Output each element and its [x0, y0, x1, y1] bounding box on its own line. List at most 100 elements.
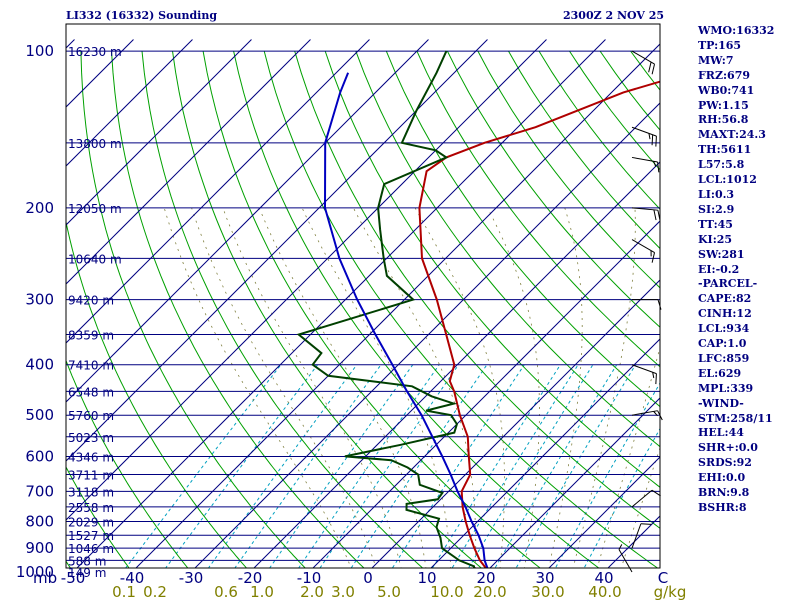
pressure-tick-label: 700 [25, 482, 54, 500]
moist-adiabat-line [353, 207, 477, 568]
isotherm-line [0, 40, 15, 584]
height-label: 13800 m [68, 137, 122, 151]
mixing-ratio-label: 0.6 [214, 583, 238, 600]
wind-barb-flag [653, 209, 657, 221]
dry-adiabat-line [416, 50, 660, 368]
height-label: 1046 m [68, 542, 114, 556]
chart-grid [0, 39, 800, 584]
wind-barb-flag [657, 410, 663, 421]
temperature-tick-label: 30 [536, 569, 555, 587]
mixing-ratio-line [431, 364, 561, 568]
height-label: 8359 m [68, 329, 114, 343]
wind-barb [631, 239, 656, 263]
isotherm-line [66, 39, 311, 285]
dry-adiabat-line [263, 50, 659, 568]
stat-item: MPL:339 [698, 381, 754, 395]
height-label: 149 m [68, 566, 106, 580]
wind-barb [631, 207, 661, 221]
wind-barb [632, 299, 662, 310]
moist-adiabat-line [191, 207, 377, 568]
dry-adiabat-line [355, 50, 660, 448]
wind-barb-flag [657, 299, 662, 310]
temperature-profile-line [418, 80, 660, 568]
stat-item: KI:25 [698, 232, 733, 246]
mixing-ratio-line [494, 364, 618, 568]
stat-item: TT:45 [698, 217, 733, 231]
wind-barb-staff [631, 239, 655, 253]
isotherm-line [253, 161, 660, 568]
stat-item: -PARCEL- [698, 277, 758, 291]
mixing-ratio-label: 20.0 [473, 583, 506, 600]
mixing-ratio-line [319, 364, 460, 568]
stat-item: BRN:9.8 [698, 486, 750, 500]
pressure-tick-label: 100 [25, 42, 54, 60]
temperature-tick-label: -40 [120, 569, 145, 587]
pressure-tick-label: 800 [25, 513, 54, 531]
temperature-tick-label: -20 [238, 569, 263, 587]
wind-barb-staff [618, 549, 633, 573]
pressure-tick-label: 600 [25, 447, 54, 465]
height-label: 5023 m [68, 431, 114, 445]
wind-barb-staff [631, 410, 658, 416]
isotherm-line [430, 338, 660, 568]
wind-barbs [618, 50, 663, 573]
mixing-ratio-line [451, 364, 579, 568]
mixing-ratio-line [583, 427, 660, 568]
dry-adiabat-line [783, 51, 800, 583]
pressure-tick-label: 200 [25, 199, 54, 217]
mixing-ratio-line [234, 364, 382, 568]
isotherm-line [76, 39, 606, 568]
stat-item: MAXT:24.3 [698, 128, 766, 142]
stat-item: SHR+:0.0 [698, 441, 758, 455]
stat-item: LCL:934 [698, 322, 750, 336]
dry-adiabat-line [477, 50, 660, 289]
mixing-ratio-line [467, 364, 594, 568]
wind-barb-flag [651, 134, 654, 146]
wind-barb-flag [640, 523, 652, 525]
height-label: 12050 m [68, 202, 122, 216]
isotherm-line [548, 456, 660, 568]
isotherm-line [66, 39, 488, 462]
height-label: 5760 m [68, 409, 114, 423]
mixing-ratio-label: 5.0 [377, 583, 401, 600]
wind-barb [631, 364, 657, 385]
dry-adiabat-line [233, 50, 600, 568]
height-label: 1527 m [68, 529, 114, 543]
wind-barb [631, 156, 660, 173]
mixing-ratio-label: 0.1 [112, 583, 136, 600]
sounding-title: LI332 (16332) Sounding [66, 9, 218, 22]
mixing-ratio-line [269, 364, 414, 568]
dry-adiabat-line [66, 359, 189, 568]
parcel-profile-line [323, 72, 489, 568]
wind-barb-flag [657, 161, 660, 173]
temperature-tick-label: -30 [179, 569, 204, 587]
stat-item: -WIND- [698, 396, 744, 410]
stat-item: TH:5611 [698, 143, 752, 157]
wind-barb-flag [655, 136, 657, 147]
mixing-ratio-label: 0.2 [143, 583, 167, 600]
wind-barb-flag [651, 489, 661, 497]
moist-adiabat-line [548, 207, 583, 568]
isotherm-line [135, 43, 660, 568]
height-label: 10640 m [68, 252, 122, 266]
pressure-tick-label: 400 [25, 356, 54, 374]
isotherm-line [371, 279, 660, 568]
stat-item: CINH:12 [698, 307, 752, 321]
dewpoint-profile-line [296, 50, 476, 568]
wind-barb [631, 410, 663, 421]
wind-barb-flag [651, 252, 656, 263]
wind-barb-staff [631, 126, 657, 137]
wind-barb-staff [631, 364, 657, 375]
wind-barb-flag [657, 210, 661, 221]
isotherm-line [489, 397, 660, 568]
mixing-ratio-label: 10.0 [430, 583, 463, 600]
temperature-tick-label: 20 [477, 569, 496, 587]
dry-adiabat-line [294, 50, 660, 529]
wind-barb-flag [618, 544, 623, 550]
wind-barb-staff [631, 156, 658, 163]
stat-item: SI:2.9 [698, 202, 735, 216]
wind-barb-staff [631, 50, 655, 65]
mixing-ratio-line [165, 364, 319, 568]
dry-adiabat-line [446, 50, 660, 328]
